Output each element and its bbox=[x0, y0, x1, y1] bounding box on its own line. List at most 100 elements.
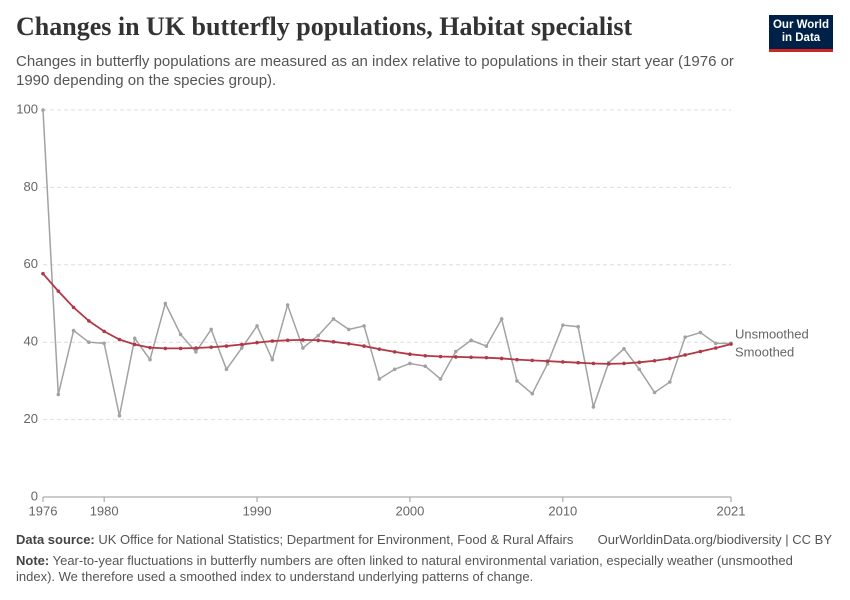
data-point bbox=[683, 353, 687, 357]
data-point bbox=[576, 324, 580, 329]
y-tick-label: 100 bbox=[16, 101, 38, 116]
data-point bbox=[713, 341, 718, 346]
data-point bbox=[683, 335, 687, 339]
y-tick-label: 60 bbox=[24, 256, 38, 271]
data-point bbox=[392, 350, 397, 354]
data-point bbox=[530, 391, 535, 396]
data-point bbox=[576, 360, 580, 365]
data-point bbox=[713, 346, 718, 350]
data-point bbox=[469, 338, 473, 343]
data-point bbox=[591, 405, 596, 409]
data-point bbox=[561, 323, 565, 327]
logo-text: Our World bbox=[772, 19, 829, 31]
data-point bbox=[87, 319, 91, 323]
x-tick-label: 1976 bbox=[29, 503, 58, 518]
data-point bbox=[87, 340, 91, 345]
data-point bbox=[729, 342, 733, 346]
data-point bbox=[515, 379, 519, 383]
data-point bbox=[698, 349, 703, 354]
chart-title: Changes in UK butterfly populations, Hab… bbox=[16, 12, 633, 41]
data-point bbox=[239, 346, 244, 350]
data-point bbox=[41, 271, 45, 276]
series-label: Smoothed bbox=[735, 344, 794, 359]
y-tick-label: 0 bbox=[31, 488, 38, 503]
data-point bbox=[423, 353, 428, 358]
data-point bbox=[102, 341, 106, 346]
data-point bbox=[606, 362, 611, 366]
data-point bbox=[194, 350, 198, 354]
data-point bbox=[469, 355, 473, 360]
data-point bbox=[163, 346, 168, 351]
data-point bbox=[545, 359, 550, 363]
data-point bbox=[652, 390, 657, 395]
y-tick-label: 40 bbox=[24, 334, 38, 349]
data-point bbox=[637, 360, 642, 365]
data-point bbox=[224, 344, 229, 348]
data-point bbox=[362, 324, 366, 328]
data-point bbox=[239, 342, 244, 347]
chart-subtitle: Changes in butterfly populations are mea… bbox=[16, 53, 734, 89]
data-point bbox=[377, 347, 382, 351]
data-point bbox=[270, 357, 275, 362]
series-line bbox=[42, 109, 731, 416]
note: Note: Year-to-year fluctuations in butte… bbox=[16, 553, 816, 585]
data-point bbox=[408, 361, 412, 366]
series-line bbox=[42, 273, 732, 365]
data-point bbox=[163, 301, 168, 306]
data-point bbox=[362, 344, 366, 348]
source-text: UK Office for National Statistics; Depar… bbox=[98, 532, 574, 547]
data-point bbox=[408, 352, 412, 356]
series-label: Unsmoothed bbox=[735, 326, 809, 341]
data-point bbox=[499, 356, 504, 361]
data-point bbox=[591, 361, 596, 366]
data-point bbox=[561, 360, 565, 364]
data-point bbox=[530, 358, 535, 363]
x-tick-label: 1990 bbox=[243, 503, 272, 518]
y-tick-label: 20 bbox=[24, 411, 38, 426]
data-point bbox=[652, 358, 657, 363]
data-point bbox=[56, 392, 61, 397]
data-point bbox=[178, 346, 183, 351]
data-point bbox=[209, 327, 213, 332]
data-point bbox=[331, 317, 336, 321]
data-point bbox=[71, 328, 76, 333]
x-tick-label: 1980 bbox=[90, 503, 119, 518]
logo-text: in Data bbox=[781, 32, 821, 44]
data-point bbox=[117, 337, 122, 342]
data-point bbox=[668, 380, 672, 384]
data-point bbox=[71, 305, 76, 310]
logo[interactable]: Our World in Data bbox=[769, 15, 833, 52]
data-point bbox=[117, 413, 122, 418]
data-point bbox=[668, 356, 672, 361]
data-point bbox=[392, 367, 397, 372]
note-label: Note: bbox=[16, 553, 50, 568]
data-point bbox=[423, 364, 428, 368]
license[interactable]: OurWorldinData.org/biodiversity | CC BY bbox=[597, 532, 832, 547]
x-tick-label: 2021 bbox=[717, 503, 746, 518]
data-point bbox=[622, 346, 626, 351]
data-point bbox=[484, 355, 489, 360]
data-point bbox=[316, 338, 321, 343]
y-tick-label: 80 bbox=[24, 179, 38, 194]
data-point bbox=[255, 340, 259, 345]
data-point bbox=[438, 354, 443, 359]
data-point bbox=[132, 342, 137, 347]
data-point bbox=[56, 289, 61, 293]
data-point bbox=[285, 303, 290, 307]
x-tick-label: 2000 bbox=[395, 503, 424, 518]
data-point bbox=[331, 340, 336, 344]
data-point bbox=[377, 377, 382, 381]
data-point bbox=[285, 338, 290, 343]
source: Data source: UK Office for National Stat… bbox=[16, 532, 573, 547]
data-point bbox=[41, 108, 45, 112]
data-point bbox=[194, 346, 198, 350]
data-point bbox=[102, 329, 106, 334]
note-text: Year-to-year fluctuations in butterfly n… bbox=[16, 553, 793, 584]
data-point bbox=[454, 349, 458, 354]
data-point bbox=[545, 362, 550, 366]
data-point bbox=[132, 336, 137, 341]
data-point bbox=[438, 377, 443, 381]
data-point bbox=[637, 367, 642, 372]
